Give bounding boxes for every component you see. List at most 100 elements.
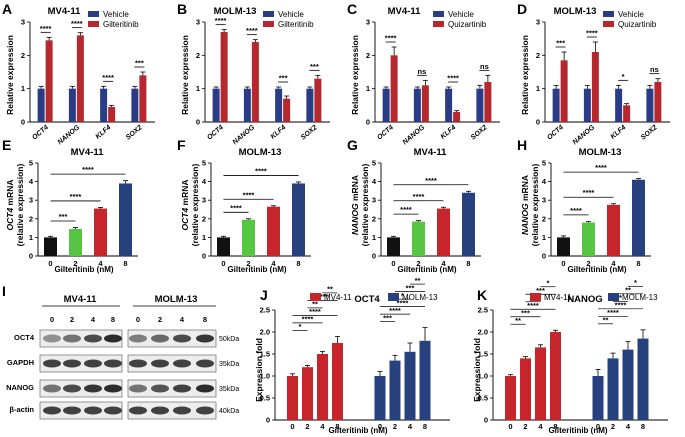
panel-b-ytick-label: 1 xyxy=(196,84,200,93)
panel-c-ytick-label: 0 xyxy=(366,118,370,127)
panel-h-category-label: 2 xyxy=(586,259,590,268)
blot-band xyxy=(84,384,102,393)
panel-k-legend-swatch xyxy=(608,293,619,301)
panel-a-sig-label: **** xyxy=(102,73,114,82)
panel-g-ytick-label: 4 xyxy=(372,177,377,186)
panel-d-bar-control xyxy=(646,88,654,122)
blot-membrane-right xyxy=(127,329,217,348)
panel-k-ytick-label: 2.0 xyxy=(478,328,488,337)
panel-g-title: MV4-11 xyxy=(414,147,447,158)
panel-g-sig-label: **** xyxy=(413,192,425,201)
panel-j-chart: 00.51.01.52.02.50 2 4 8*****************0 2 4… xyxy=(260,276,450,431)
panel-b-legend-label: Vehicle xyxy=(278,10,304,19)
panel-c-category-label: KLF4 xyxy=(440,124,458,141)
panel-j-sig-label: ** xyxy=(327,285,333,294)
panel-g-ytick-label: 2 xyxy=(372,214,376,223)
blot-membrane-right xyxy=(127,379,217,398)
panel-k-ylabel: Expression fold xyxy=(472,338,482,402)
panel-j-category-label: 0 xyxy=(290,422,294,431)
panel-f-ytick-label: 1 xyxy=(202,233,206,242)
panel-d-sig-label: ns xyxy=(650,65,659,74)
panel-f-xlabel: Gilteritinib (nM) xyxy=(227,265,286,274)
panel-j-sig-label: **** xyxy=(309,307,321,316)
panel-k-legend-swatch xyxy=(530,293,541,301)
panel-g-ytick-label: 5 xyxy=(372,159,376,168)
blot-group-2: MOLM-13 xyxy=(155,294,198,305)
panel-j-ytick-label: 2.0 xyxy=(260,328,270,337)
panel-c-legend-label: Quizartinib xyxy=(448,20,487,29)
panel-b-ytick-label: 0 xyxy=(196,118,200,127)
panel-c-category-label: OCT4 xyxy=(376,124,395,141)
panel-b-bar-treated xyxy=(283,98,291,122)
panel-c-ylabel: Relative expression xyxy=(350,35,360,115)
panel-e-ylabel-rest: mRNA xyxy=(5,179,15,207)
panel-h-ylabel: NANOG mRNA (relative expression) xyxy=(520,163,540,246)
panel-b-ylabel: Relative expression xyxy=(180,35,190,115)
panel-d-bar-treated xyxy=(560,60,568,122)
panel-k-bar-mv4-11 xyxy=(535,347,546,420)
panel-f-bar xyxy=(292,183,305,256)
panel-h-xlabel: Gilteritinib (nM) xyxy=(567,265,626,274)
panel-k-category-label: 2 xyxy=(611,422,615,431)
panel-label-g: G xyxy=(347,137,358,153)
panel-k-sig-label: **** xyxy=(607,308,619,317)
blot-row-kda: 35kDa xyxy=(219,361,239,368)
panel-k-bar-molm-13 xyxy=(607,358,619,420)
panel-e-ytick-label: 5 xyxy=(29,159,33,168)
panel-j-sig-label: ** xyxy=(312,300,318,309)
panel-c-sig-label: **** xyxy=(447,74,459,83)
panel-e-ytick-label: 4 xyxy=(29,177,34,186)
panel-d-category-label: KLF4 xyxy=(610,124,628,141)
panel-e-bar xyxy=(119,183,132,256)
blot-band xyxy=(104,334,122,343)
panel-j-bar-molm-13 xyxy=(389,360,401,420)
panel-f-ytick-label: 3 xyxy=(202,196,206,205)
panel-e-ytick-label: 1 xyxy=(29,233,33,242)
panel-c-bar-control xyxy=(382,88,390,122)
panel-f-title: MOLM-13 xyxy=(239,147,282,158)
panel-h-sig-label: **** xyxy=(583,188,595,197)
panel-b-ytick-label: 2 xyxy=(196,51,200,60)
panel-j-ytick-label: 2.5 xyxy=(260,306,270,315)
panel-k-sig-label: *** xyxy=(521,309,530,318)
panel-k-category-label: 0 xyxy=(596,422,600,431)
panel-d-legend-swatch xyxy=(603,21,614,27)
panel-j-bar-molm-13 xyxy=(419,340,431,420)
panel-j-sig-label: *** xyxy=(383,313,392,322)
panel-f-bar xyxy=(217,237,230,256)
panel-b-sig-label: **** xyxy=(246,26,258,35)
panel-k-ytick-label: 0 xyxy=(484,416,488,425)
svg-text:NANOG mRNA: NANOG mRNA xyxy=(350,175,360,235)
blot-band xyxy=(173,406,191,415)
panel-label-b: B xyxy=(177,1,187,17)
panel-a-bar-control xyxy=(68,88,76,122)
panel-e-sig-label: **** xyxy=(70,192,82,201)
panel-k-bar-mv4-11 xyxy=(550,332,561,420)
panel-b-category-label: KLF4 xyxy=(270,124,288,141)
blot-band xyxy=(151,384,169,393)
panel-d-sig-label: *** xyxy=(556,39,565,48)
blot-band xyxy=(196,359,214,368)
panel-j-ytick-label: 1.5 xyxy=(260,350,270,359)
blot-band xyxy=(104,384,122,393)
panel-f-ylabel-rest: mRNA xyxy=(180,179,190,207)
panel-a-category-label: SOX2 xyxy=(125,124,144,141)
panel-label-a: A xyxy=(2,1,12,17)
panel-e-bar xyxy=(44,237,57,256)
panel-label-j: J xyxy=(260,287,268,303)
panel-b-category-label: OCT4 xyxy=(206,124,225,141)
panel-e-category-label: 4 xyxy=(98,259,103,268)
panel-f-ytick-label: 5 xyxy=(202,159,206,168)
blot-membrane-right xyxy=(127,354,217,373)
panel-j-legend-swatch xyxy=(310,293,321,301)
panel-e-ylabel: OCT4 mRNA (relative expression) xyxy=(5,163,25,246)
panel-k-legend-label: MOLM-13 xyxy=(622,293,658,302)
panel-k-bar-mv4-11 xyxy=(505,376,516,420)
panel-h-ytick-label: 5 xyxy=(542,159,546,168)
panel-k-xlabel: Gilteritinib (nM) xyxy=(548,426,607,435)
panel-k-sig-label: * xyxy=(619,293,622,302)
blot-band xyxy=(63,384,81,393)
